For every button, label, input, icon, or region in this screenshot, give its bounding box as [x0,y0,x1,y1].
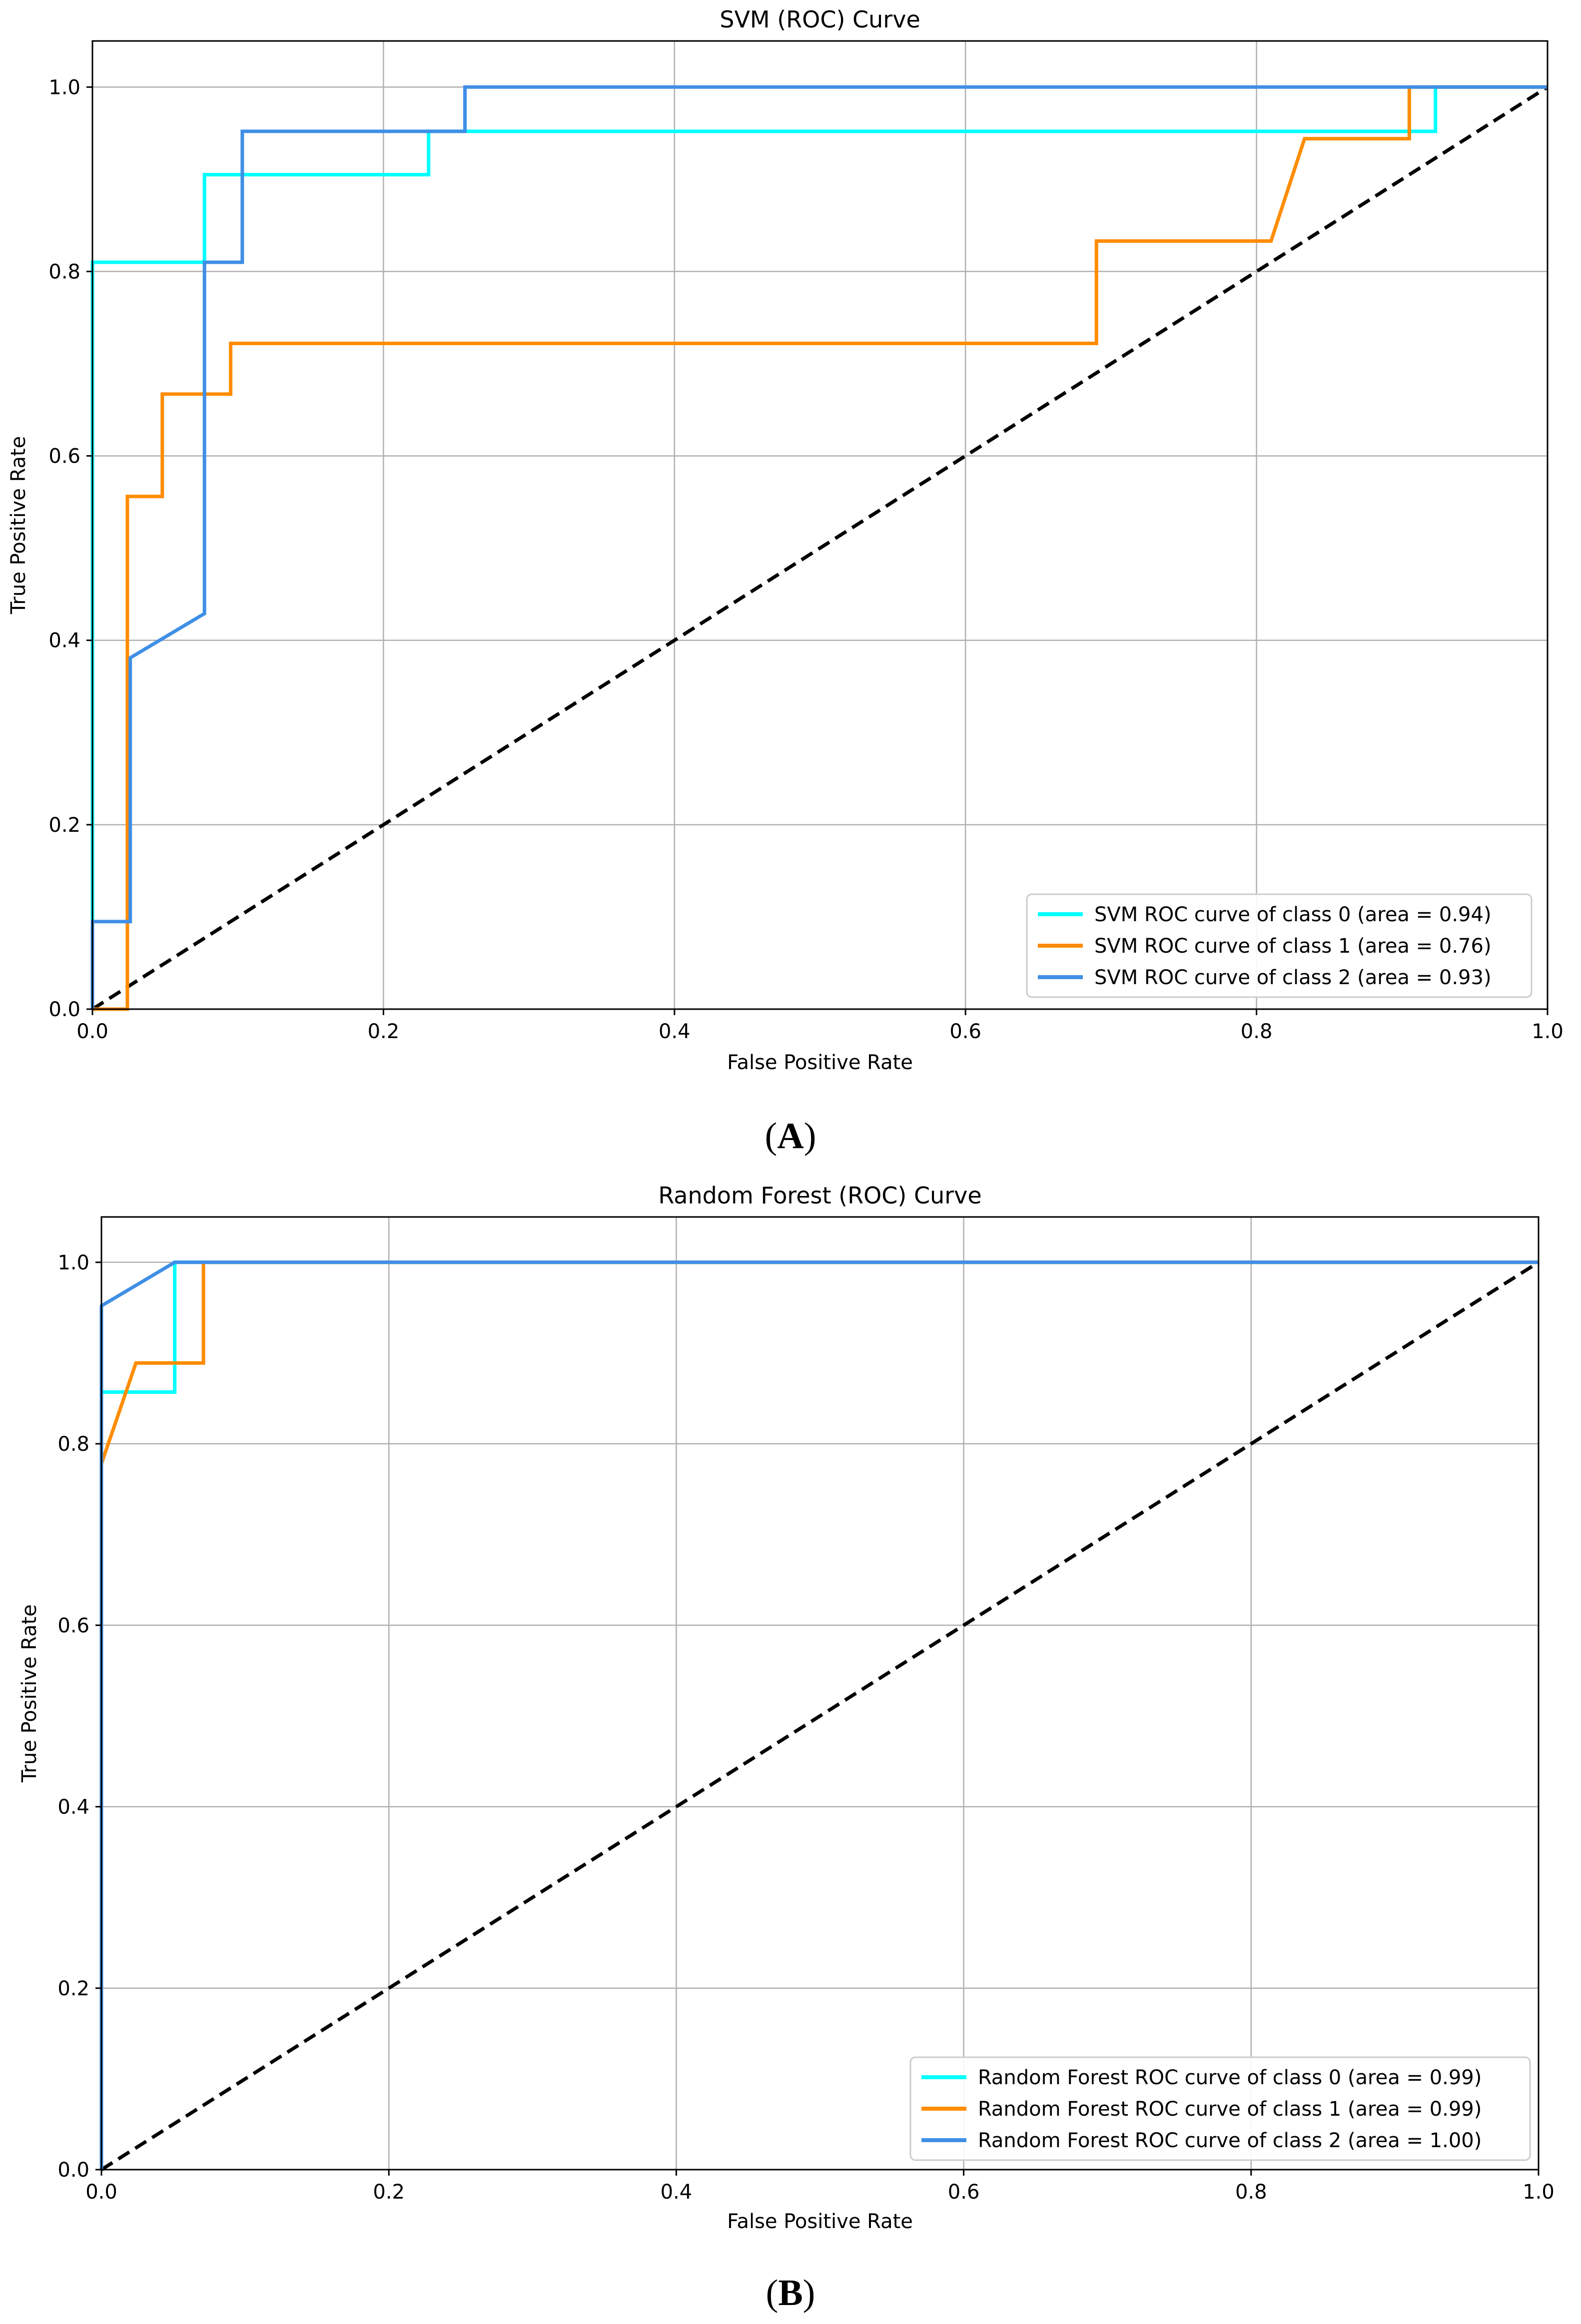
x-tick-label: 0.2 [373,2181,405,2204]
y-tick-label: 0.2 [48,814,80,837]
x-tick-label: 0.8 [1241,1020,1273,1043]
y-tick-label: 0.6 [48,445,80,468]
y-tick-label: 0.4 [57,1796,89,1819]
x-tick-label: 0.8 [1235,2181,1267,2204]
x-tick-label: 0.0 [76,1020,108,1043]
legend: SVM ROC curve of class 0 (area = 0.94) SV… [1026,893,1533,998]
x-tick-label: 1.0 [1532,1020,1564,1043]
legend-entry-class-1: SVM ROC curve of class 1 (area = 0.76) [1094,935,1492,958]
y-tick-label: 0.0 [48,998,80,1021]
x-tick-label: 0.6 [949,1020,981,1043]
roc-curve-class-1 [92,85,1548,1011]
y-tick-label: 1.0 [48,76,80,99]
y-tick-label: 0.4 [48,629,80,652]
panel-label: (A) [765,1116,816,1157]
x-tick-label: 0.6 [948,2181,980,2204]
y-tick-label: 0.6 [57,1614,89,1637]
y-tick-label: 1.0 [57,1251,89,1274]
chart-title: Random Forest (ROC) Curve [658,1182,981,1209]
x-axis-label: False Positive Rate [727,2210,913,2233]
y-tick-label: 0.8 [57,1433,89,1456]
chart-title: SVM (ROC) Curve [720,6,920,33]
legend-entry-class-2: SVM ROC curve of class 2 (area = 0.93) [1094,966,1492,989]
y-tick-label: 0.8 [48,260,80,283]
y-tick-label: 0.2 [57,1977,89,2000]
legend-entry-class-1: Random Forest ROC curve of class 1 (area… [978,2098,1482,2121]
y-tick-label: 0.0 [57,2159,89,2182]
legend-entry-class-2: Random Forest ROC curve of class 2 (area… [978,2129,1482,2152]
x-tick-label: 0.4 [661,2181,693,2204]
panel-label: (B) [766,2273,815,2314]
legend-box [909,2056,1531,2161]
y-axis-label: True Positive Rate [18,1604,41,1782]
legend-entry-class-0: Random Forest ROC curve of class 0 (area… [978,2066,1482,2089]
legend-box [1026,893,1533,998]
roc-curve-class-0 [90,85,1548,1009]
x-tick-label: 0.0 [85,2181,117,2204]
x-tick-label: 0.2 [368,1020,400,1043]
chance-diagonal-line [91,85,1549,1011]
roc-curve-class-2 [90,85,1548,1009]
plot-frame [100,1216,1540,2171]
chart-panel-a: 0.0 0.2 0.4 0.6 0.8 1.0 0.0 0.2 0.4 0.6 0.8 1.0 SVM … [7,6,1564,1157]
chart-panel-b: 0.0 0.2 0.4 0.6 0.8 1.0 0.0 0.2 0.4 0.6 0.8 1.0 Rand… [18,1182,1555,2314]
legend-entry-class-0: SVM ROC curve of class 0 (area = 0.94) [1094,903,1492,926]
x-tick-label: 0.4 [659,1020,691,1043]
y-axis-label: True Positive Rate [7,436,30,614]
chance-diagonal-line [100,1260,1540,2171]
plot-frame [91,40,1549,1010]
x-axis-label: False Positive Rate [727,1051,913,1074]
legend: Random Forest ROC curve of class 0 (area… [909,2056,1531,2161]
x-tick-label: 1.0 [1523,2181,1555,2204]
